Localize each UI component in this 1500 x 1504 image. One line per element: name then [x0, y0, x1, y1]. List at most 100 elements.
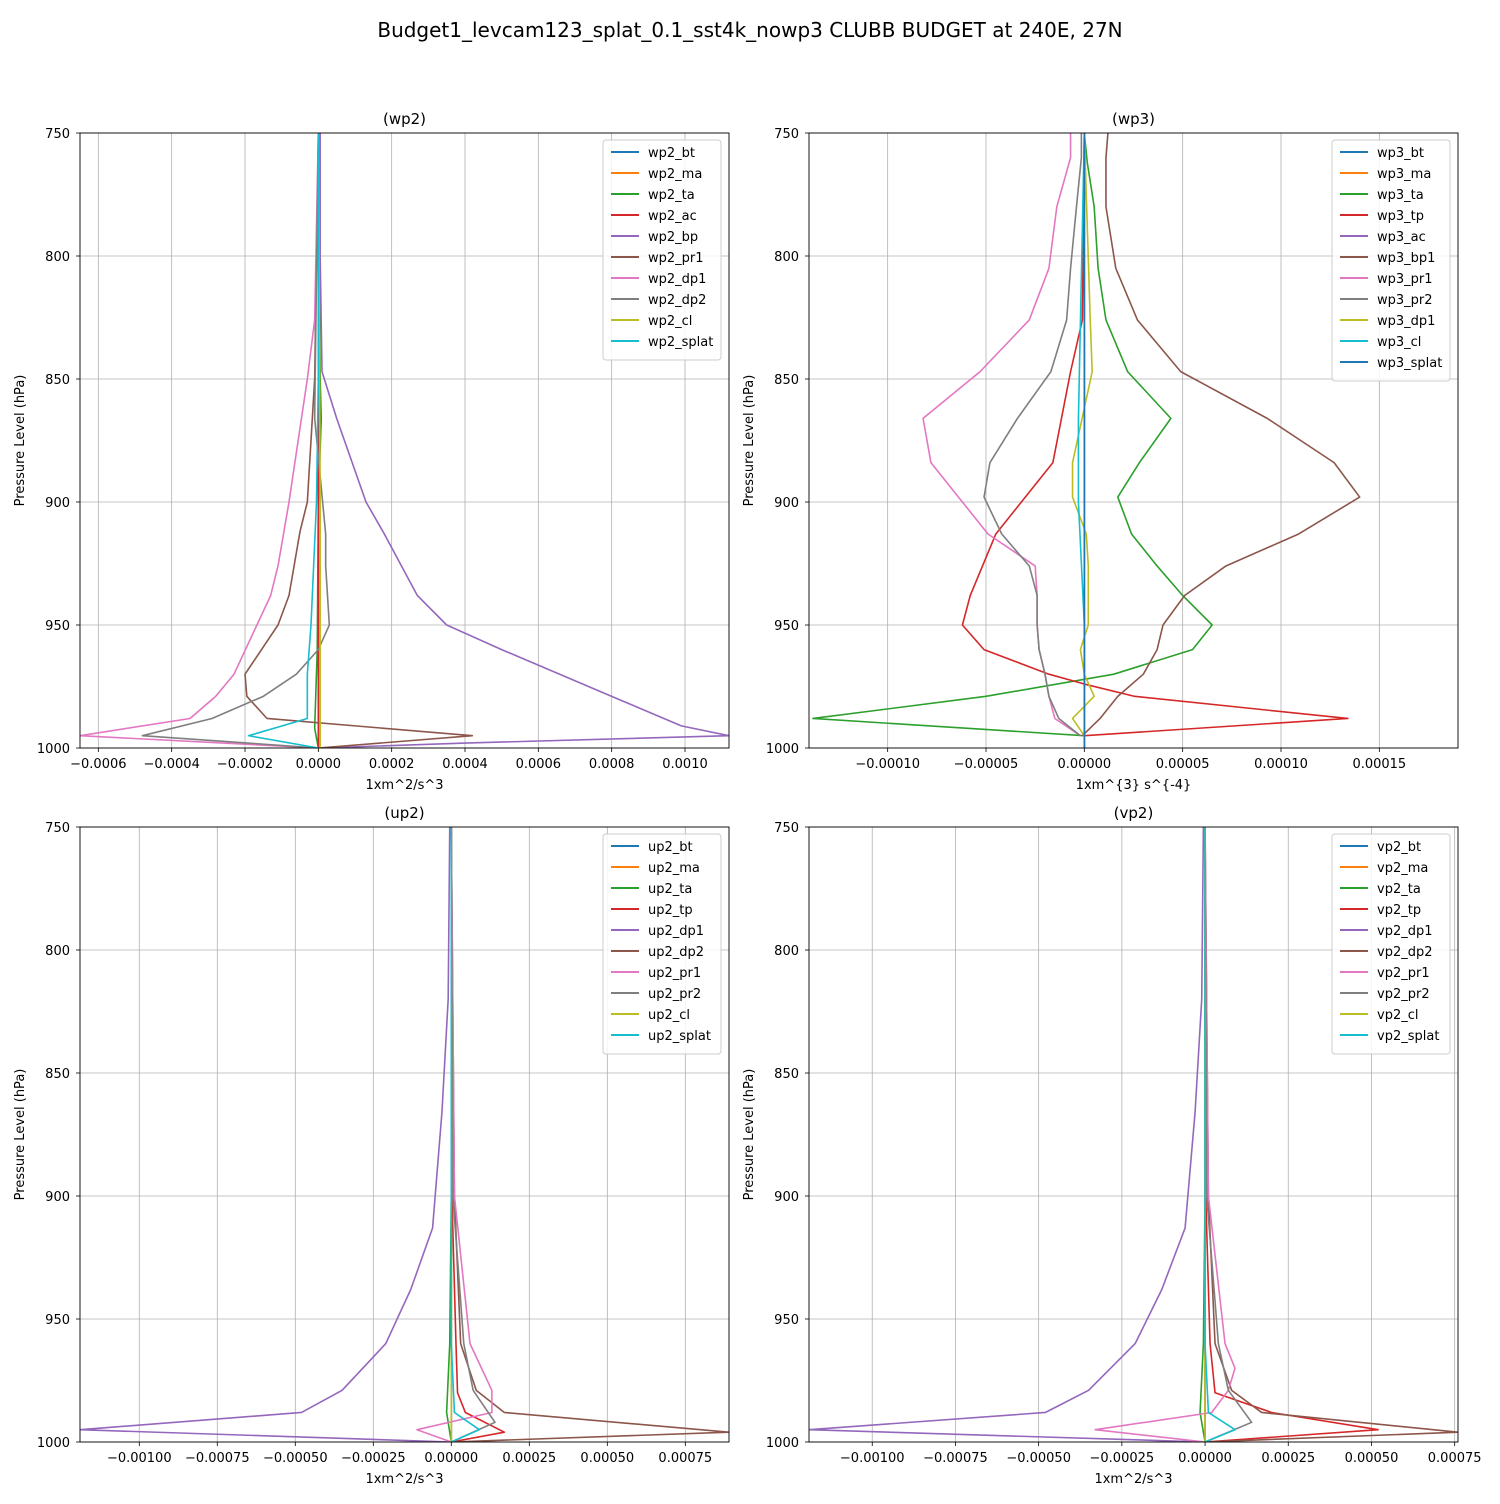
series-line-vp2_splat — [1204, 827, 1236, 1442]
x-axis-label: 1xm^{3} s^{-4} — [1076, 778, 1192, 793]
legend-entry: vp2_pr1 — [1377, 966, 1430, 981]
legend: vp2_bt vp2_ma vp2_ta vp2_tp vp2_dp1 vp2_dp2vp… — [1331, 833, 1451, 1055]
x-tick-label: −0.00025 — [1090, 1451, 1155, 1466]
legend-entry: up2_dp2 — [648, 945, 704, 960]
subplot-2: −0.00010 −0.00005 0.00000 0.00005 0.00010 0.0… — [742, 110, 1459, 793]
series-line-up2_splat — [450, 827, 481, 1442]
series-line-wp3_dp1 — [1071, 133, 1095, 737]
y-tick-label: 800 — [774, 250, 799, 265]
series-line-wp2_dp2 — [141, 133, 331, 748]
legend-entry: up2_splat — [648, 1029, 711, 1044]
x-tick-label: 0.00025 — [1261, 1451, 1315, 1466]
subplot-3: −0.00100 −0.00075 −0.00050 −0.00025 0.00000 0… — [13, 804, 730, 1487]
x-axis-label: 1xm^2/s^3 — [365, 1472, 443, 1487]
axes-frame — [808, 132, 1459, 749]
y-axis-label: Pressure Level (hPa) — [742, 375, 757, 507]
legend-entry: vp2_ma — [1377, 861, 1428, 876]
series-line-up2_pr2 — [450, 827, 496, 1442]
series-line-wp2_pr1 — [244, 133, 474, 748]
x-tick-label: 0.0008 — [589, 757, 635, 772]
x-tick-label: 0.0000 — [296, 757, 342, 772]
series-line-wp3_pr1 — [922, 133, 1081, 737]
x-tick-label: 0.00050 — [580, 1451, 634, 1466]
x-tick-label: −0.00025 — [341, 1451, 406, 1466]
y-tick-label: 900 — [774, 496, 799, 511]
x-tick-label: 0.00010 — [1254, 757, 1308, 772]
x-tick-label: 0.00000 — [1178, 1451, 1232, 1466]
y-tick-label: 850 — [45, 1067, 70, 1082]
y-tick-label: 1000 — [766, 742, 799, 757]
legend-entry: up2_pr1 — [648, 966, 701, 981]
x-tick-label: 0.00075 — [658, 1451, 712, 1466]
legend-entry: wp2_ma — [648, 167, 702, 182]
x-tick-label: 0.00025 — [502, 1451, 556, 1466]
legend-entry: vp2_cl — [1377, 1008, 1418, 1023]
x-axis-label: 1xm^2/s^3 — [365, 778, 443, 793]
legend-entry: wp2_ac — [648, 209, 697, 224]
y-tick-label: 900 — [45, 1190, 70, 1205]
x-tick-label: −0.00010 — [855, 757, 920, 772]
subplot-4: −0.00100 −0.00075 −0.00050 −0.00025 0.00000 0… — [742, 804, 1482, 1487]
y-tick-label: 800 — [774, 944, 799, 959]
y-tick-label: 1000 — [37, 742, 70, 757]
y-tick-label: 850 — [774, 1067, 799, 1082]
legend-entry: vp2_splat — [1377, 1029, 1439, 1044]
series-line-up2_dp1 — [80, 827, 452, 1442]
y-tick-label: 850 — [45, 373, 70, 388]
y-tick-label: 900 — [774, 1190, 799, 1205]
x-tick-label: −0.00050 — [1006, 1451, 1071, 1466]
y-tick-label: 950 — [45, 1313, 70, 1328]
series-line-wp2_bp — [318, 133, 729, 748]
y-tick-label: 750 — [774, 821, 799, 836]
series-line-wp2_dp1 — [80, 133, 320, 748]
series-line-wp3_ta — [812, 133, 1213, 737]
x-tick-label: 0.00000 — [424, 1451, 478, 1466]
legend-entry: up2_pr2 — [648, 987, 701, 1002]
legend-entry: wp3_ta — [1377, 188, 1424, 203]
x-tick-label: 0.00075 — [1428, 1451, 1482, 1466]
legend-entry: wp2_dp2 — [648, 293, 706, 308]
y-tick-label: 800 — [45, 250, 70, 265]
series-line-wp3_bp1 — [1081, 133, 1361, 737]
subplot-1: −0.0006 −0.0004 −0.0002 0.0000 0.0002 0.0004 0… — [13, 110, 730, 793]
y-tick-label: 950 — [774, 619, 799, 634]
grid — [80, 132, 729, 749]
series-group — [809, 827, 1458, 1442]
legend-entry: wp3_pr2 — [1377, 293, 1433, 308]
x-tick-label: −0.00075 — [923, 1451, 988, 1466]
legend-entry: wp3_cl — [1377, 335, 1421, 350]
legend-entry: wp2_cl — [648, 314, 692, 329]
axes-frame — [79, 132, 730, 749]
figure-title: Budget1_levcam123_splat_0.1_sst4k_nowp3 … — [377, 18, 1122, 42]
x-tick-label: −0.0002 — [217, 757, 273, 772]
subplot-title: (vp2) — [1114, 804, 1154, 822]
legend-entry: wp3_bt — [1377, 146, 1424, 161]
legend-entry: wp3_pr1 — [1377, 272, 1433, 287]
legend-entry: vp2_tp — [1377, 903, 1421, 918]
y-tick-label: 950 — [774, 1313, 799, 1328]
x-tick-label: 0.0006 — [516, 757, 562, 772]
y-tick-label: 1000 — [766, 1436, 799, 1451]
x-tick-label: −0.0004 — [143, 757, 199, 772]
y-tick-label: 750 — [45, 821, 70, 836]
legend: wp3_bt wp3_ma wp3_ta wp3_tp wp3_ac wp3_bp1 wp3… — [1331, 139, 1451, 382]
series-line-wp3_pr2 — [983, 133, 1083, 737]
legend-entry: wp3_ma — [1377, 167, 1431, 182]
legend-entry: wp3_bp1 — [1377, 251, 1435, 266]
y-tick-label: 900 — [45, 496, 70, 511]
legend-entry: wp2_bt — [648, 146, 695, 161]
subplot-title: (wp2) — [383, 110, 426, 128]
y-tick-label: 1000 — [37, 1436, 70, 1451]
legend: up2_bt up2_ma up2_ta up2_tp up2_dp1 up2_dp2up… — [602, 833, 722, 1055]
legend-entry: up2_tp — [648, 903, 693, 918]
axes-frame — [79, 826, 730, 1443]
series-line-wp2_cl — [317, 133, 321, 748]
legend-entry: wp2_bp — [648, 230, 698, 245]
axes-frame — [808, 826, 1459, 1443]
x-tick-label: 0.00050 — [1345, 1451, 1399, 1466]
legend-entry: wp2_ta — [648, 188, 695, 203]
legend-entry: vp2_dp2 — [1377, 945, 1433, 960]
legend-entry: up2_ta — [648, 882, 692, 897]
x-tick-label: 0.0002 — [369, 757, 415, 772]
legend-entry: vp2_ta — [1377, 882, 1421, 897]
